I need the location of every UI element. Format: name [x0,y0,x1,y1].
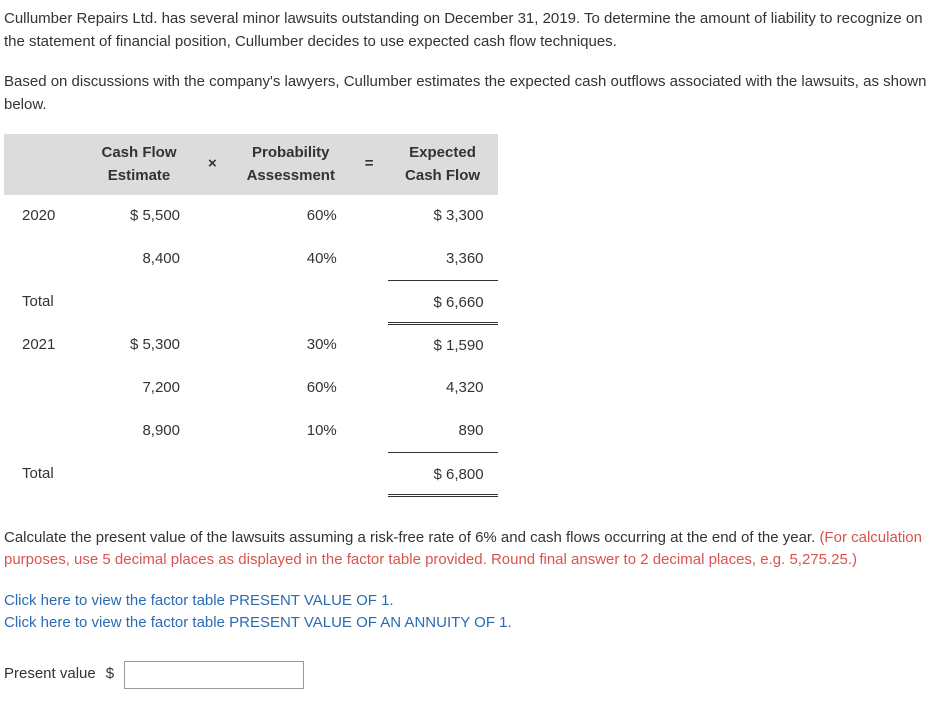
header-op-eq: = [351,134,388,195]
header-exp-l1: Expected [402,142,484,165]
expected-cash-flow-table: Cash Flow Estimate × Probability Assessm… [4,134,943,497]
table-row: 2021 $ 5,300 30% $ 1,590 [4,323,498,367]
header-op-times: × [194,134,231,195]
table-row-total: Total $ 6,800 [4,453,498,496]
answer-row: Present value $ [4,661,943,689]
present-value-input[interactable] [124,661,304,689]
exp-cell: $ 1,590 [388,323,498,367]
total-exp: $ 6,800 [388,453,498,496]
table-row: 2020 $ 5,500 60% $ 3,300 [4,195,498,238]
header-exp-l2: Cash Flow [402,165,484,188]
prob-cell: 60% [231,367,351,410]
prob-cell: 10% [231,410,351,453]
total-label: Total [4,453,84,496]
header-prob-l1: Probability [245,142,337,165]
prob-cell: 60% [231,195,351,238]
dollar-sign: $ [106,663,114,686]
total-label: Total [4,281,84,324]
cash-cell: 8,400 [84,238,194,281]
total-exp: $ 6,660 [388,281,498,324]
header-cash-flow-l1: Cash Flow [98,142,180,165]
prob-cell: 30% [231,323,351,367]
exp-cell: 4,320 [388,367,498,410]
table-row: 8,900 10% 890 [4,410,498,453]
intro-paragraph-2: Based on discussions with the company's … [4,71,943,116]
factor-table-link-pv1[interactable]: Click here to view the factor table PRES… [4,592,394,609]
header-prob-l2: Assessment [245,165,337,188]
year-2021: 2021 [4,323,84,367]
exp-cell: 890 [388,410,498,453]
cash-cell: $ 5,500 [84,195,194,238]
exp-cell: $ 3,300 [388,195,498,238]
header-cash-flow-l2: Estimate [98,165,180,188]
prob-cell: 40% [231,238,351,281]
cash-cell: $ 5,300 [84,323,194,367]
cash-cell: 7,200 [84,367,194,410]
table-row: 8,400 40% 3,360 [4,238,498,281]
year-2020: 2020 [4,195,84,238]
table-row: 7,200 60% 4,320 [4,367,498,410]
factor-table-link-annuity[interactable]: Click here to view the factor table PRES… [4,614,512,631]
instruction-paragraph: Calculate the present value of the lawsu… [4,527,943,572]
cash-cell: 8,900 [84,410,194,453]
exp-cell: 3,360 [388,238,498,281]
instruction-text: Calculate the present value of the lawsu… [4,529,819,546]
present-value-label: Present value [4,663,96,686]
intro-paragraph-1: Cullumber Repairs Ltd. has several minor… [4,8,943,53]
table-row-total: Total $ 6,660 [4,281,498,324]
